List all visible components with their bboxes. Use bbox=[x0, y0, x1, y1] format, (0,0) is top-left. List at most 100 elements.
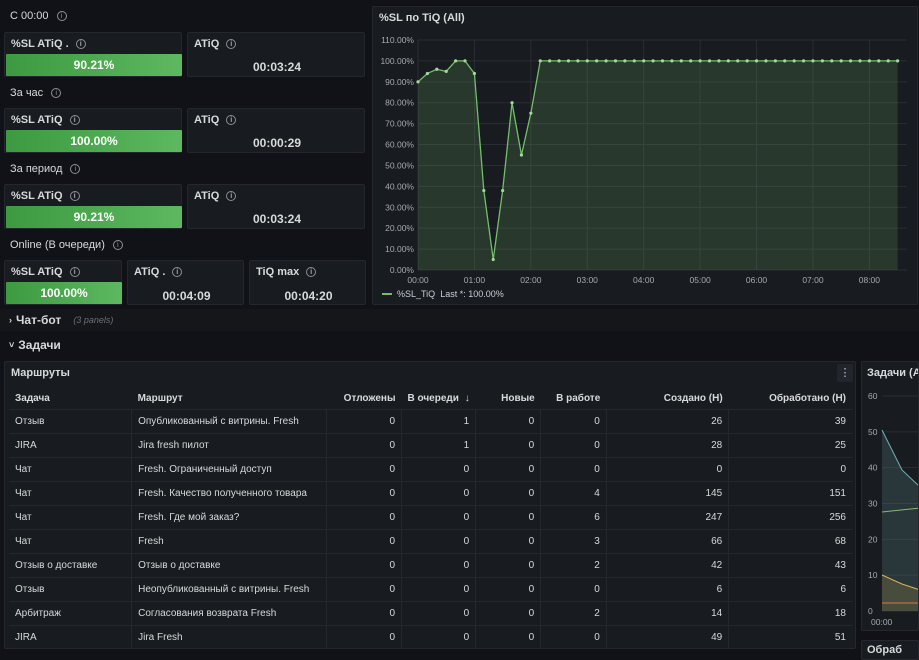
info-icon[interactable]: i bbox=[226, 191, 237, 201]
info-icon[interactable]: i bbox=[226, 39, 237, 49]
info-icon[interactable]: i bbox=[75, 39, 86, 49]
y-tick-label: 90.00% bbox=[385, 77, 414, 87]
col-header-processed[interactable]: Обработано (Н) bbox=[728, 387, 852, 410]
cell-new: 0 bbox=[475, 529, 541, 554]
cell-new: 0 bbox=[475, 505, 541, 530]
info-icon[interactable]: i bbox=[69, 115, 80, 125]
cell-processed: 43 bbox=[728, 553, 852, 578]
x-tick-label: 00:00 bbox=[871, 617, 893, 627]
info-icon[interactable]: i bbox=[51, 88, 62, 98]
table-row[interactable]: JIRA Jira Fresh 0 0 0 0 49 51 bbox=[9, 625, 852, 648]
routes-table: Задача Маршрут Отложены В очереди ↓ Новы… bbox=[9, 387, 852, 648]
sl-value: 90.21% bbox=[73, 210, 115, 224]
table-row[interactable]: JIRA Jira fresh пилот 0 1 0 0 28 25 bbox=[9, 433, 852, 458]
table-row[interactable]: Отзыв о доставке Отзыв о доставке 0 0 0 2 42 43 bbox=[9, 553, 852, 578]
col-header-postponed[interactable]: Отложены bbox=[326, 387, 402, 410]
panel-title-text: %SL ATiQ . bbox=[11, 38, 69, 50]
cell-in-progress: 0 bbox=[540, 409, 607, 434]
data-point bbox=[877, 59, 881, 63]
col-header-created[interactable]: Создано (Н) bbox=[606, 387, 729, 410]
row-tasks-header[interactable]: ˅ Задачи bbox=[9, 338, 61, 352]
cell-created: 66 bbox=[605, 529, 729, 554]
table-row[interactable]: Отзыв Неопубликованный с витрины. Fresh 0 0… bbox=[9, 577, 852, 602]
x-tick-label: 04:00 bbox=[633, 275, 655, 285]
data-point bbox=[736, 59, 740, 63]
table-row[interactable]: Арбитраж Согласования возврата Fresh 0 0 0 2 1… bbox=[9, 601, 852, 626]
info-icon[interactable]: i bbox=[112, 240, 123, 250]
row-title-per-period: За период i bbox=[10, 163, 81, 175]
col-header-in-progress[interactable]: В работе bbox=[540, 387, 607, 410]
stat-panel-sl-atiq-1: %SL ATiQ . i 90.21% bbox=[4, 32, 182, 77]
table-row[interactable]: Чат Fresh. Где мой заказ? 0 0 0 6 247 256 bbox=[9, 505, 852, 530]
cell-processed: 51 bbox=[728, 625, 852, 648]
cell-new: 0 bbox=[475, 481, 541, 506]
row-chatbot-header[interactable]: › Чат-бот (3 panels) bbox=[9, 313, 113, 327]
atiq-value: 00:03:24 bbox=[252, 60, 302, 74]
data-point bbox=[538, 59, 542, 63]
cell-task: Отзыв bbox=[9, 577, 132, 602]
cell-in-progress: 0 bbox=[540, 457, 607, 482]
panel-title: ATiQ . i bbox=[134, 266, 183, 278]
data-point bbox=[529, 111, 533, 115]
table-row[interactable]: Чат Fresh. Качество полученного товара 0 0 0… bbox=[9, 481, 852, 506]
row-title-per-hour: За час i bbox=[10, 87, 62, 99]
cell-in-queue: 0 bbox=[401, 457, 476, 482]
info-icon[interactable]: i bbox=[69, 191, 80, 201]
x-tick-label: 00:00 bbox=[407, 275, 429, 285]
data-point bbox=[707, 59, 712, 63]
data-point bbox=[792, 59, 796, 63]
data-point bbox=[764, 59, 768, 63]
data-point bbox=[613, 59, 618, 63]
data-point bbox=[510, 101, 514, 105]
chart-legend[interactable]: %SL_TiQ Last *: 100.00% bbox=[382, 289, 504, 299]
cell-created: 0 bbox=[605, 457, 729, 482]
panel-title: ATiQ i bbox=[194, 190, 237, 202]
col-header-task[interactable]: Задача bbox=[9, 387, 132, 410]
stat-panel-sl-atiq-4: %SL ATiQ i 100.00% bbox=[4, 260, 122, 305]
legend-last-value: Last *: 100.00% bbox=[440, 289, 504, 299]
table-row[interactable]: Чат Fresh 0 0 0 3 66 68 bbox=[9, 529, 852, 554]
stat-panel-atiq-3: ATiQ i 00:03:24 bbox=[187, 184, 365, 229]
info-icon[interactable]: i bbox=[172, 267, 183, 277]
y-tick-label: 60 bbox=[868, 391, 878, 401]
cell-in-queue: 0 bbox=[401, 481, 476, 506]
table-header-row: Задача Маршрут Отложены В очереди ↓ Новы… bbox=[9, 387, 852, 410]
panel-title-text: Обраб bbox=[867, 644, 902, 656]
data-point bbox=[745, 59, 749, 63]
col-header-new[interactable]: Новые bbox=[475, 387, 541, 410]
data-point bbox=[773, 59, 777, 63]
cell-processed: 0 bbox=[728, 457, 852, 482]
row-chatbot[interactable]: › Чат-бот (3 panels) bbox=[0, 309, 919, 331]
cell-created: 26 bbox=[605, 409, 729, 434]
cell-postponed: 0 bbox=[325, 409, 402, 434]
x-tick-label: 07:00 bbox=[802, 275, 824, 285]
y-tick-label: 50 bbox=[868, 427, 878, 437]
row-title-text: За период bbox=[10, 163, 63, 175]
info-icon[interactable]: i bbox=[70, 164, 81, 174]
data-point bbox=[895, 59, 900, 63]
panel-title: ATiQ i bbox=[194, 114, 237, 126]
row-title-since-midnight: С 00:00 i bbox=[10, 10, 67, 22]
data-point bbox=[435, 67, 439, 71]
info-icon[interactable]: i bbox=[56, 11, 67, 21]
info-icon[interactable]: i bbox=[69, 267, 80, 277]
sl-value-bar: 90.21% bbox=[6, 206, 182, 228]
cell-processed: 39 bbox=[728, 409, 852, 434]
info-icon[interactable]: i bbox=[306, 267, 317, 277]
info-icon[interactable]: i bbox=[226, 115, 237, 125]
cell-processed: 256 bbox=[728, 505, 852, 530]
cell-postponed: 0 bbox=[325, 433, 402, 458]
panel-title: %SL по TiQ (All) bbox=[379, 12, 465, 24]
data-point bbox=[839, 59, 843, 63]
cell-in-queue: 0 bbox=[401, 601, 476, 626]
table-row[interactable]: Отзыв Опубликованный с витрины. Fresh 0 1 0 0… bbox=[9, 409, 852, 434]
col-header-in-queue[interactable]: В очереди ↓ bbox=[401, 387, 476, 410]
cell-created: 247 bbox=[605, 505, 729, 530]
table-row[interactable]: Чат Fresh. Ограниченный доступ 0 0 0 0 0 0 bbox=[9, 457, 852, 482]
y-tick-label: 50.00% bbox=[385, 160, 414, 170]
col-header-route[interactable]: Маршрут bbox=[131, 387, 327, 410]
kebab-menu-icon[interactable]: ⋮ bbox=[837, 364, 853, 382]
cell-new: 0 bbox=[475, 601, 541, 626]
panel-title-text: ATiQ . bbox=[134, 266, 166, 278]
sl-value: 100.00% bbox=[40, 286, 88, 300]
